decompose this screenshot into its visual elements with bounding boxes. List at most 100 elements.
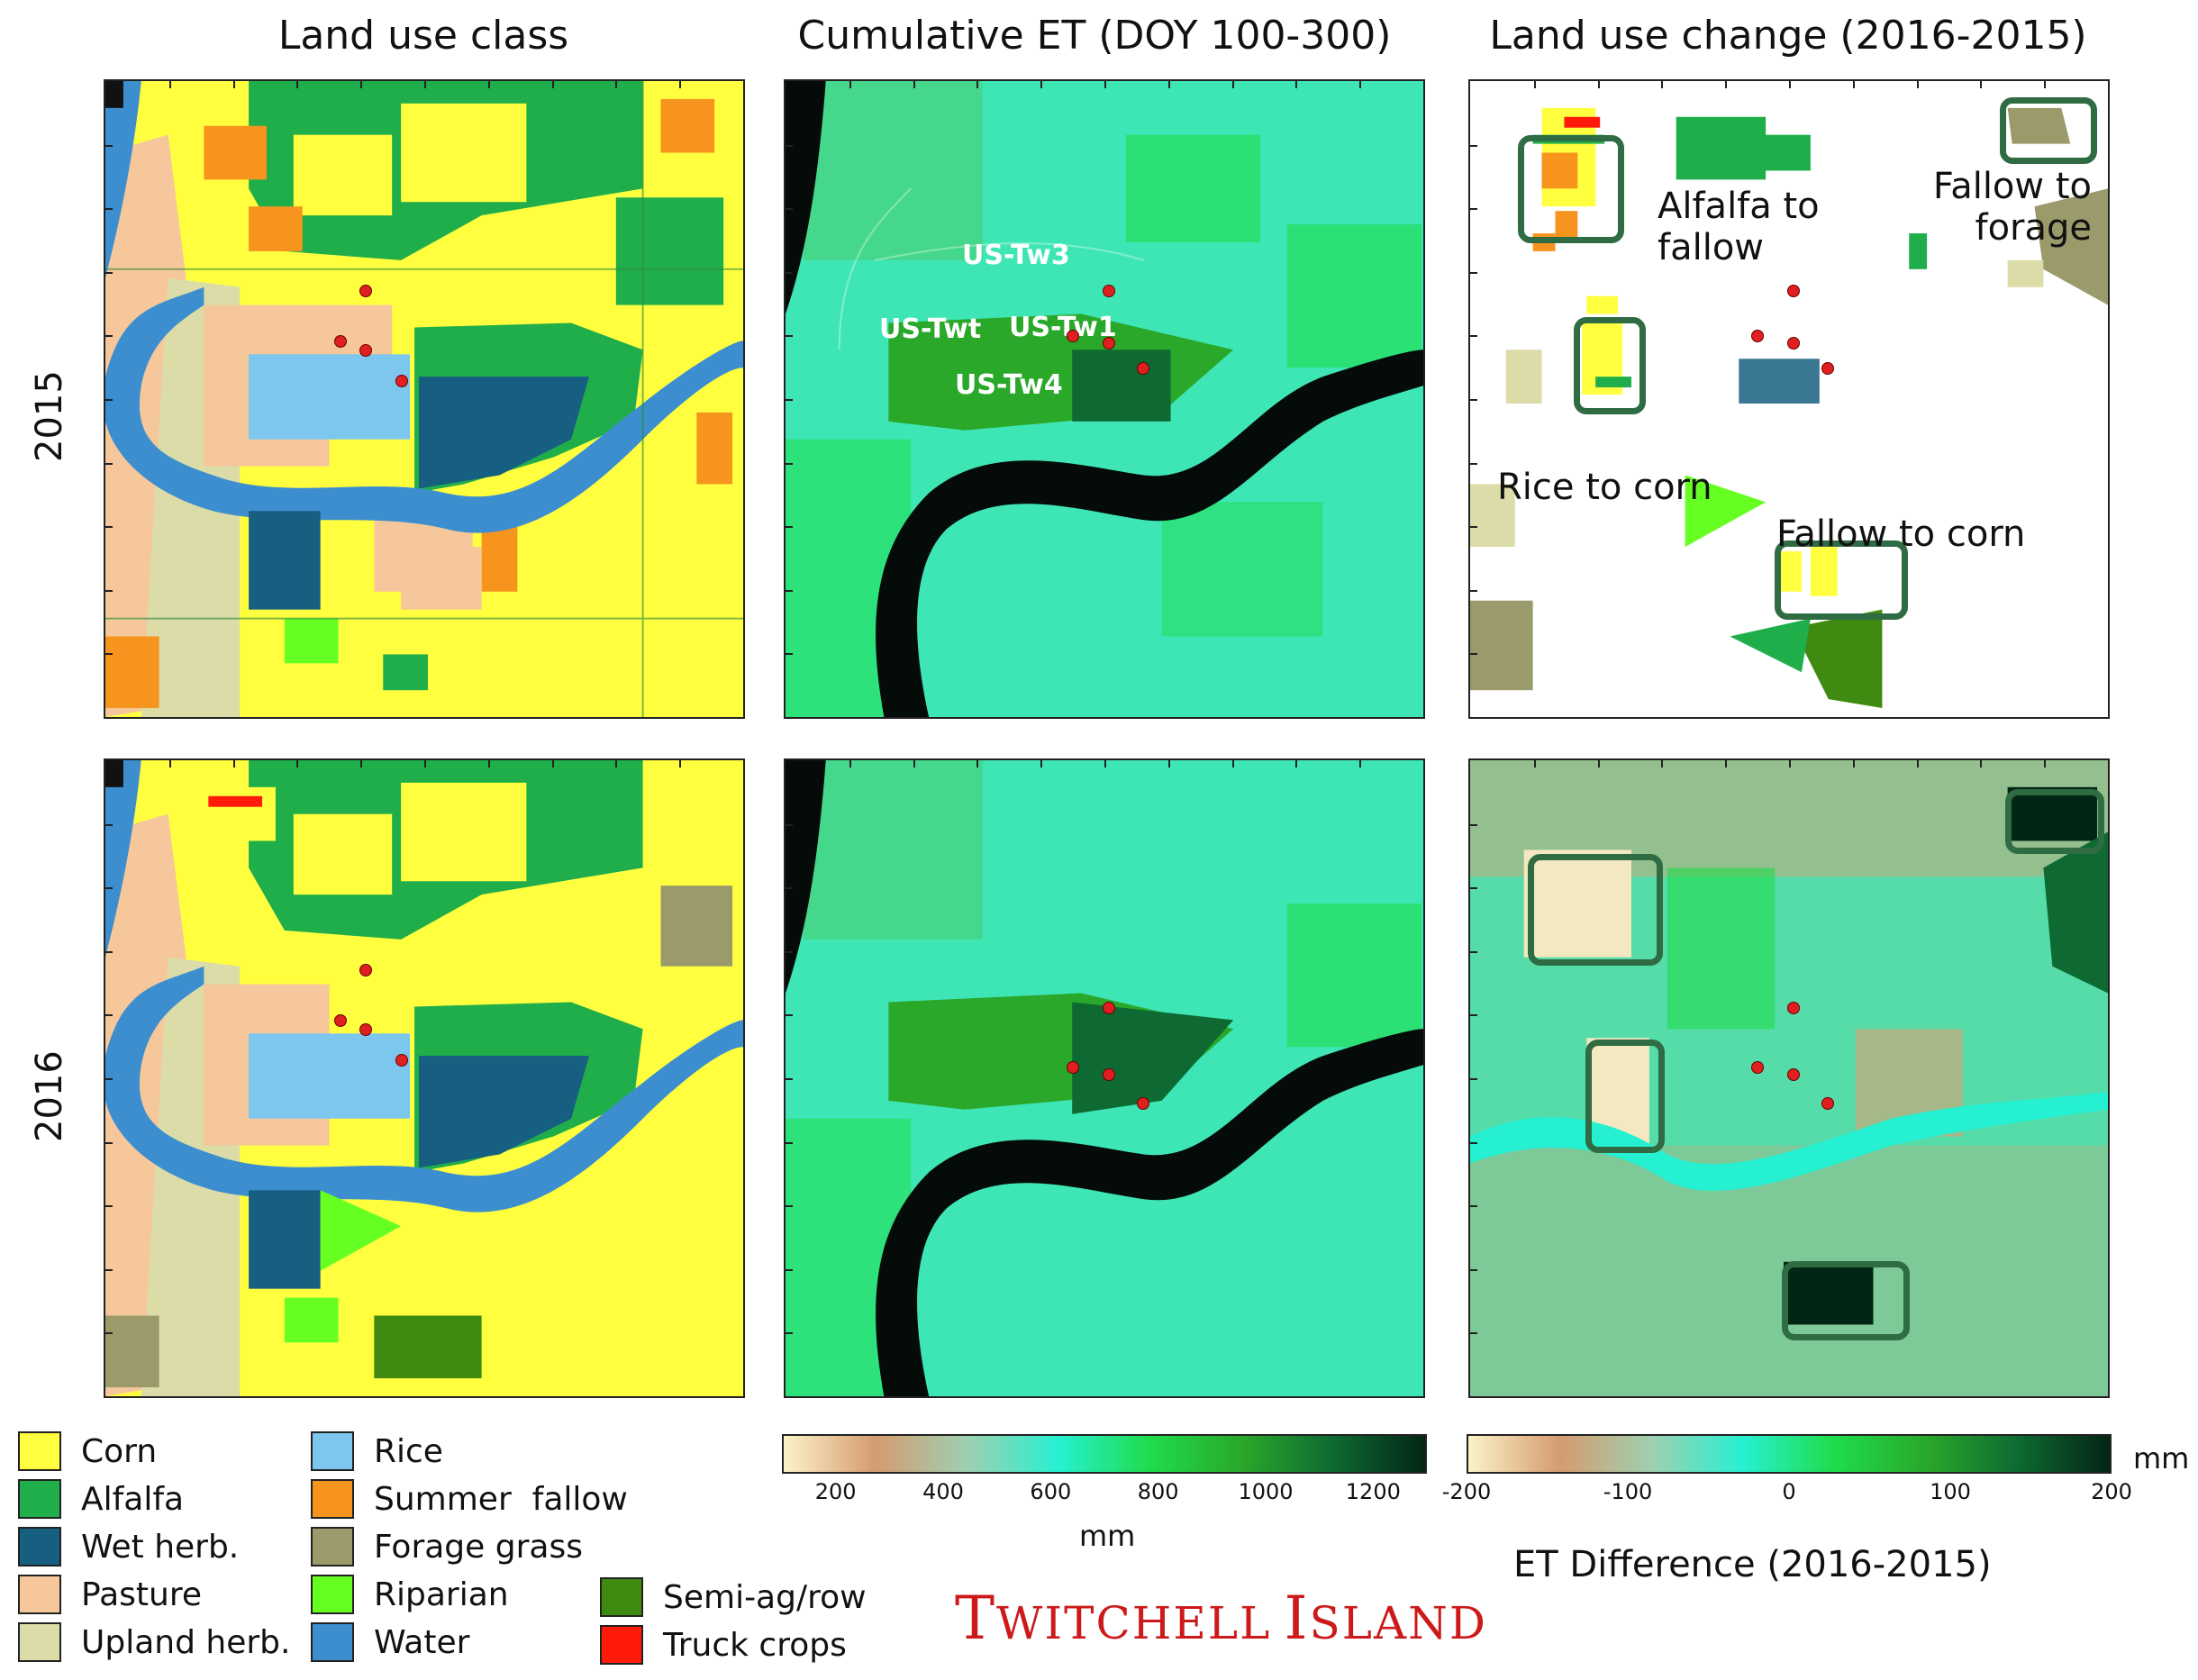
axis-tick xyxy=(1104,81,1106,88)
axis-tick xyxy=(105,1268,113,1271)
axis-tick xyxy=(1470,1141,1477,1144)
difference-colorbar xyxy=(1467,1434,2112,1474)
legend-swatch xyxy=(18,1527,61,1566)
land-use-map-2016 xyxy=(104,758,745,1398)
axis-tick xyxy=(296,760,299,767)
axis-tick xyxy=(615,81,618,88)
axis-tick xyxy=(1916,760,1919,767)
axis-tick xyxy=(679,760,682,767)
axis-tick xyxy=(105,1332,113,1335)
axis-tick xyxy=(551,760,554,767)
axis-tick xyxy=(786,1332,793,1335)
cumulative-et-map-2016 xyxy=(784,758,1425,1398)
axis-tick xyxy=(105,653,113,656)
site-marker xyxy=(1137,362,1149,375)
axis-tick xyxy=(1470,335,1477,338)
site-label-us-tw4: US-Tw4 xyxy=(955,369,1063,401)
column-title-land-use-change: Land use change (2016-2015) xyxy=(1489,13,2087,59)
axis-tick xyxy=(786,887,793,890)
axis-tick xyxy=(232,81,235,88)
legend-item-pasture: Pasture xyxy=(18,1574,202,1615)
axis-tick xyxy=(1725,760,1728,767)
annotation-rice-to-corn: Rice to corn xyxy=(1497,467,1712,508)
axis-tick xyxy=(1470,1078,1477,1080)
land-use-map-2015 xyxy=(104,79,745,719)
axis-tick xyxy=(105,823,113,826)
axis-tick xyxy=(1470,1205,1477,1208)
axis-tick xyxy=(1470,1268,1477,1271)
annotation-box-alfalfa-to-fallow xyxy=(1518,135,1624,243)
site-marker xyxy=(359,964,372,976)
legend-swatch xyxy=(311,1479,354,1519)
legend-item-alfalfa: Alfalfa xyxy=(18,1478,184,1520)
site-marker xyxy=(395,375,408,387)
axis-tick xyxy=(424,81,426,88)
axis-tick xyxy=(1470,208,1477,211)
axis-tick xyxy=(849,81,851,88)
site-marker xyxy=(359,285,372,297)
axis-tick xyxy=(1470,653,1477,656)
cumulative-et-map-2016-graphic xyxy=(786,760,1423,1396)
axis-tick xyxy=(786,271,793,274)
axis-tick xyxy=(105,950,113,953)
axis-tick xyxy=(296,81,299,88)
place-name: TWITCHELL ISLAND xyxy=(955,1584,1487,1653)
axis-tick xyxy=(1040,760,1043,767)
axis-tick xyxy=(786,144,793,147)
axis-tick xyxy=(487,81,490,88)
axis-tick xyxy=(1167,760,1170,767)
axis-tick xyxy=(786,526,793,529)
legend-item-upland-herb: Upland herb. xyxy=(18,1621,290,1663)
colorbar-tick-label: 400 xyxy=(922,1479,964,1504)
axis-tick xyxy=(1852,81,1855,88)
axis-tick xyxy=(105,271,113,274)
axis-tick xyxy=(786,208,793,211)
axis-tick xyxy=(105,589,113,592)
colorbar-tick-label: 1200 xyxy=(1345,1479,1401,1504)
axis-tick xyxy=(105,208,113,211)
axis-tick xyxy=(1470,1014,1477,1017)
legend-item-riparian: Riparian xyxy=(311,1574,509,1615)
legend-swatch xyxy=(18,1622,61,1662)
site-marker xyxy=(1067,330,1079,342)
annotation-box-alfalfa-to-fallow-diff xyxy=(1528,854,1663,966)
axis-tick xyxy=(360,81,363,88)
axis-tick xyxy=(1789,760,1791,767)
axis-tick xyxy=(786,1078,793,1080)
legend-item-wet-herb: Wet herb. xyxy=(18,1526,239,1567)
axis-tick xyxy=(1597,760,1600,767)
axis-tick xyxy=(786,589,793,592)
annotation-box-rice-to-corn-diff xyxy=(1585,1040,1665,1153)
place-name-first-initial: T xyxy=(955,1584,997,1653)
axis-tick xyxy=(168,81,171,88)
legend-swatch xyxy=(600,1625,643,1665)
site-marker xyxy=(359,344,372,357)
site-marker xyxy=(1787,337,1800,350)
axis-tick xyxy=(424,760,426,767)
site-marker xyxy=(1103,1002,1115,1014)
axis-tick xyxy=(2044,81,2047,88)
annotation-alfalfa-to-fallow: Alfalfa to fallow xyxy=(1658,186,1820,268)
axis-tick xyxy=(786,399,793,401)
site-marker xyxy=(1821,362,1834,375)
axis-tick xyxy=(1980,760,1983,767)
annotation-fallow-to-forage: Fallow to forage xyxy=(1932,166,2092,249)
colorbar-tick-label: 200 xyxy=(814,1479,857,1504)
axis-tick xyxy=(786,1014,793,1017)
axis-tick xyxy=(913,81,915,88)
site-marker xyxy=(334,1014,347,1027)
legend-item-truck-crops: Truck crops xyxy=(600,1624,847,1666)
axis-tick xyxy=(1295,81,1298,88)
axis-tick xyxy=(1470,823,1477,826)
site-marker xyxy=(1103,1068,1115,1081)
axis-tick xyxy=(168,760,171,767)
row-label-2016: 2016 xyxy=(29,1050,70,1142)
site-marker xyxy=(1751,1061,1764,1074)
annotation-box-fallow-to-forage xyxy=(2000,97,2097,164)
legend-item-summer-fallow: Summer fallow xyxy=(311,1478,628,1520)
legend-item-forage-grass: Forage grass xyxy=(311,1526,583,1567)
axis-tick xyxy=(1789,81,1791,88)
axis-tick xyxy=(105,1141,113,1144)
axis-tick xyxy=(1470,950,1477,953)
axis-tick xyxy=(786,653,793,656)
